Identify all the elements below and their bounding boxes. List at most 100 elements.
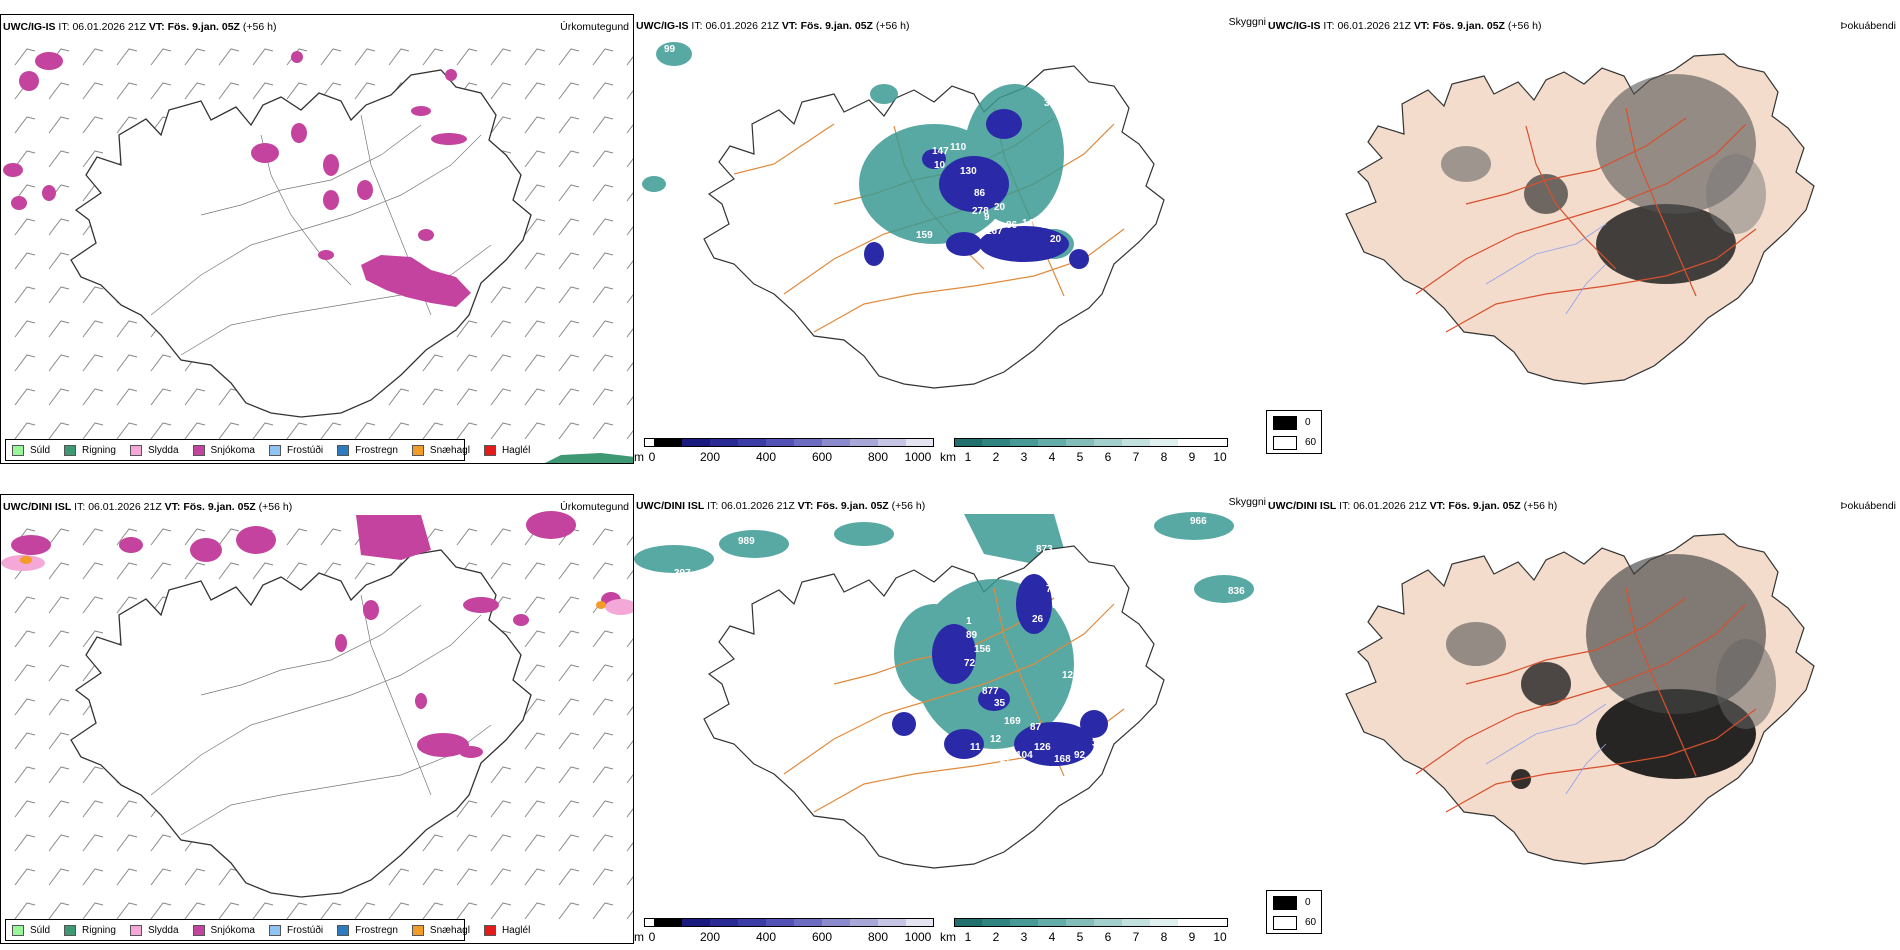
vbar-tick: 4 (1048, 930, 1056, 944)
cbar-unit: m (634, 450, 644, 464)
wind-barb (626, 638, 633, 648)
wind-barb (82, 528, 104, 546)
wind-barb (558, 116, 580, 134)
wind-barb (592, 184, 614, 202)
wind-barb (626, 706, 633, 716)
fog-legend: 0 60 (1266, 410, 1322, 454)
wind-barb (14, 630, 36, 648)
wind-barb (422, 422, 444, 440)
cloud-base-value-label: 131 (984, 752, 1001, 763)
visibility-areas (634, 512, 1254, 603)
wind-barb (82, 596, 104, 614)
wind-barb (48, 562, 70, 580)
wind-barb (422, 388, 444, 406)
wind-barb (14, 218, 36, 236)
roads (1415, 107, 1757, 333)
legend-item: Frostúði (268, 444, 323, 456)
cbar-tick: 200 (699, 930, 721, 944)
wind-barb (48, 354, 70, 372)
cloud-base-value-label: 72 (964, 658, 976, 669)
vbar-tick: 1 (964, 450, 972, 464)
iceland-coastline (70, 69, 532, 418)
wind-barb (354, 422, 376, 440)
cloud-visibility-map-ig: UWC/IG-IS IT: 06.01.2026 21Z VT: Fös. 9.… (634, 14, 1266, 464)
wind-barb (48, 116, 70, 134)
wind-barb (558, 596, 580, 614)
wind-barb (14, 48, 36, 66)
legend-item: Snjókoma (192, 924, 255, 936)
wind-barb (456, 800, 478, 818)
wind-barb (490, 388, 512, 406)
legend-item: Slydda (129, 444, 179, 456)
vbar-tick: 4 (1048, 450, 1056, 464)
wind-barb (116, 320, 138, 338)
wind-barb (116, 354, 138, 372)
wind-barb (116, 596, 138, 614)
wind-barb (456, 834, 478, 852)
cloud-base-value-label: 1 (966, 616, 972, 627)
wind-barb (116, 562, 138, 580)
wind-barb (558, 698, 580, 716)
wind-barb (82, 766, 104, 784)
wind-barb (14, 286, 36, 304)
wind-barb (558, 150, 580, 168)
cloud-base-colorbar: m 0 200 400 600 800 1000 (634, 438, 934, 464)
wind-barb (14, 388, 36, 406)
wind-barb (422, 354, 444, 372)
wind-barb (626, 910, 633, 920)
wind-barb (456, 320, 478, 338)
cloud-base-value-label: 126 (1034, 742, 1051, 753)
run-header: UWC/IG-IS IT: 06.01.2026 21Z VT: Fös. 9.… (636, 20, 910, 32)
legend-item: Haglél (483, 924, 530, 936)
vbar-tick: 3 (1020, 930, 1028, 944)
wind-barb (626, 124, 633, 134)
panel-title: Skyggni (1228, 16, 1266, 28)
roads (1415, 587, 1757, 813)
wind-barb (48, 732, 70, 750)
legend-item: Frostúði (268, 924, 323, 936)
wind-barb (48, 252, 70, 270)
wind-barb (592, 286, 614, 304)
wind-barb (626, 226, 633, 236)
wind-barb (592, 388, 614, 406)
wind-barb (320, 422, 342, 440)
wind-barb (218, 82, 240, 100)
precip-type-legend: Súld Rigning Slydda Snjókoma Frostúði Fr… (5, 919, 530, 941)
cloud-base-value-label: 836 (1228, 586, 1245, 597)
legend-item: Slydda (129, 924, 179, 936)
wind-barb (558, 354, 580, 372)
vbar-tick: 7 (1132, 450, 1140, 464)
precip-type-legend: Súld Rigning Slydda Snjókoma Frostúði Fr… (5, 439, 530, 461)
wind-barb (82, 800, 104, 818)
cloud-base-value-label: 11 (970, 742, 981, 753)
wind-barb (524, 834, 546, 852)
wind-barb (524, 252, 546, 270)
wind-barb (48, 766, 70, 784)
precip-map-canvas (1, 511, 633, 920)
vbar-tick: 10 (1213, 450, 1227, 464)
cloud-base-value-label: 20 (994, 202, 1006, 213)
wind-barb (82, 116, 104, 134)
wind-barb (252, 902, 274, 920)
wind-barb (252, 48, 274, 66)
wind-barb (592, 218, 614, 236)
cloud-base-value-label: 130 (960, 166, 977, 177)
wind-barb (456, 528, 478, 546)
wind-barb (116, 388, 138, 406)
run-header: UWC/IG-IS IT: 06.01.2026 21Z VT: Fös. 9.… (1268, 20, 1542, 32)
wind-barb (48, 834, 70, 852)
cloud-base-value-label: 110 (950, 142, 967, 153)
wind-barb (456, 902, 478, 920)
wind-barb (592, 116, 614, 134)
cloud-base-value-label: 147 (932, 146, 949, 157)
snow-areas (11, 511, 621, 758)
wind-barb (218, 48, 240, 66)
wind-barb (218, 388, 240, 406)
cloud-vis-canvas: 4499898739663977813126836189156721228773… (634, 512, 1254, 869)
wind-barb (14, 902, 36, 920)
cloud-base-value-label: 167 (986, 226, 1003, 237)
wind-barb (388, 902, 410, 920)
rain-corner (545, 453, 633, 463)
wind-barb (490, 562, 512, 580)
